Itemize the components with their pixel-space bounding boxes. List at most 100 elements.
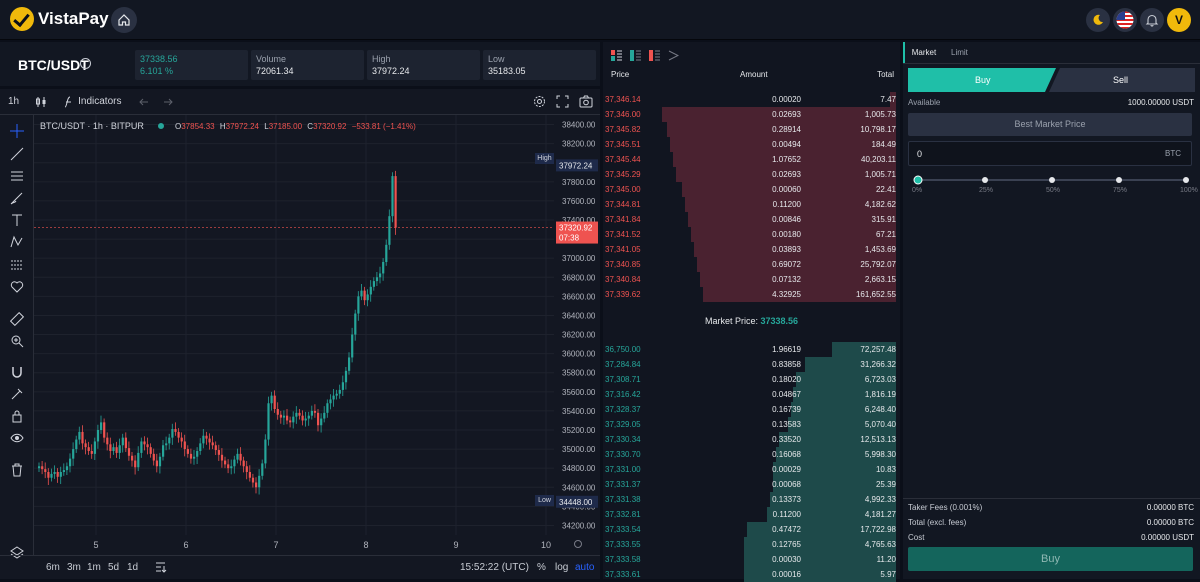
range-5d[interactable]: 5d	[108, 562, 120, 573]
trend-line-icon[interactable]	[10, 147, 24, 161]
bid-row[interactable]: 37,331.37 0.00068 25.39	[603, 477, 900, 492]
buy-tab[interactable]: Buy	[975, 75, 991, 85]
redo-icon[interactable]	[161, 96, 174, 108]
pattern-icon[interactable]	[10, 235, 24, 249]
ask-row[interactable]: 37,341.84 0.00846 315.91	[603, 212, 900, 227]
slider-stop[interactable]	[913, 175, 923, 185]
bid-row[interactable]: 37,316.42 0.04867 1,816.19	[603, 387, 900, 402]
bid-row[interactable]: 37,333.58 0.00030 11.20	[603, 552, 900, 567]
ask-row[interactable]: 37,344.81 0.11200 4,182.62	[603, 197, 900, 212]
ask-row[interactable]: 37,345.44 1.07652 40,203.11	[603, 152, 900, 167]
row-price: 37,341.52	[605, 230, 641, 239]
language-button[interactable]	[1113, 8, 1137, 32]
ask-row[interactable]: 37,345.29 0.02693 1,005.71	[603, 167, 900, 182]
bid-row[interactable]: 37,331.38 0.13373 4,992.33	[603, 492, 900, 507]
amount-slider[interactable]	[908, 174, 1195, 196]
candle-type-icon[interactable]	[35, 96, 47, 108]
ask-row[interactable]: 37,345.00 0.00060 22.41	[603, 182, 900, 197]
chevron-down-icon[interactable]	[80, 58, 91, 69]
fullscreen-icon[interactable]	[556, 95, 569, 108]
fib-icon[interactable]	[10, 258, 24, 272]
undo-icon[interactable]	[139, 96, 151, 108]
trash-icon[interactable]	[10, 463, 24, 477]
lock-drawings-icon[interactable]	[10, 387, 24, 401]
book-bids-icon[interactable]	[630, 50, 641, 61]
percent-scale-toggle[interactable]: %	[537, 562, 546, 573]
utc-clock[interactable]: 15:52:22 (UTC)	[460, 562, 529, 573]
bid-row[interactable]: 37,330.34 0.33520 12,513.13	[603, 432, 900, 447]
theme-toggle-button[interactable]	[1086, 8, 1110, 32]
zoom-in-icon[interactable]	[10, 334, 24, 348]
range-3m[interactable]: 3m	[67, 562, 81, 573]
book-trades-icon[interactable]	[668, 50, 679, 61]
ask-row[interactable]: 37,341.52 0.00180 67.21	[603, 227, 900, 242]
ask-row[interactable]: 37,341.05 0.03893 1,453.69	[603, 242, 900, 257]
candle-body	[298, 412, 301, 416]
ask-row[interactable]: 37,340.85 0.69072 25,792.07	[603, 257, 900, 272]
slider-stop[interactable]	[982, 177, 988, 183]
avatar[interactable]: V	[1167, 8, 1191, 32]
ask-row[interactable]: 37,346.14 0.00020 7.47	[603, 92, 900, 107]
interval-button[interactable]: 1h	[8, 96, 20, 107]
bid-row[interactable]: 37,308.71 0.18020 6,723.03	[603, 372, 900, 387]
bid-row[interactable]: 37,333.55 0.12765 4,765.63	[603, 537, 900, 552]
slider-stop[interactable]	[1049, 177, 1055, 183]
depth-bar	[770, 492, 896, 507]
magnet-icon[interactable]	[10, 365, 24, 379]
bid-row[interactable]: 37,333.61 0.00016 5.97	[603, 567, 900, 582]
ask-row[interactable]: 37,339.62 4.32925 161,652.55	[603, 287, 900, 302]
time-scale[interactable]: 5 6 7 8 9 10	[34, 535, 600, 555]
candlestick-chart[interactable]: BTC/USDT · 1h · BITPUR O37854.33 H37972.…	[34, 115, 554, 535]
range-1d[interactable]: 1d	[127, 562, 139, 573]
bid-row[interactable]: 37,330.70 0.16068 5,998.30	[603, 447, 900, 462]
logo[interactable]: VistaPay	[10, 7, 109, 31]
ask-row[interactable]: 37,346.00 0.02693 1,005.73	[603, 107, 900, 122]
text-icon[interactable]	[10, 213, 24, 227]
lock-icon[interactable]	[10, 409, 24, 423]
bid-row[interactable]: 37,332.81 0.11200 4,181.27	[603, 507, 900, 522]
candle-body	[124, 437, 127, 449]
bid-row[interactable]: 37,329.05 0.13583 5,070.40	[603, 417, 900, 432]
camera-icon[interactable]	[579, 95, 593, 108]
eye-icon[interactable]	[10, 431, 24, 445]
home-button[interactable]	[111, 7, 137, 33]
candle-body	[131, 455, 134, 461]
notifications-button[interactable]	[1140, 8, 1164, 32]
price-scale[interactable]: 38400.0038200.0038000.0037800.0037600.00…	[554, 115, 600, 535]
ask-row[interactable]: 37,345.51 0.00494 184.49	[603, 137, 900, 152]
submit-buy-button[interactable]: Buy	[908, 547, 1193, 571]
slider-stop[interactable]	[1116, 177, 1122, 183]
ask-row[interactable]: 37,345.82 0.28914 10,798.17	[603, 122, 900, 137]
book-asks-icon[interactable]	[649, 50, 660, 61]
slider-stop[interactable]	[1183, 177, 1189, 183]
buy-side-shape[interactable]	[908, 68, 1056, 92]
brush-icon[interactable]	[10, 191, 24, 205]
bid-row[interactable]: 37,284.84 0.83858 31,266.32	[603, 357, 900, 372]
bid-row[interactable]: 37,331.00 0.00029 10.83	[603, 462, 900, 477]
scale-settings-icon[interactable]	[574, 540, 582, 548]
goto-date-icon[interactable]	[155, 561, 167, 573]
sell-side-shape[interactable]	[1049, 68, 1195, 92]
range-6m[interactable]: 6m	[46, 562, 60, 573]
tab-limit[interactable]: Limit	[951, 48, 968, 57]
ruler-icon[interactable]	[10, 312, 24, 326]
pair-selector[interactable]: BTC/USDT	[18, 57, 89, 73]
sell-tab[interactable]: Sell	[1113, 75, 1129, 85]
log-scale-toggle[interactable]: log	[555, 562, 569, 573]
range-1m[interactable]: 1m	[87, 562, 101, 573]
settings-icon[interactable]	[533, 95, 546, 108]
indicators-button[interactable]: Indicators	[78, 96, 122, 107]
horizontal-lines-icon[interactable]	[10, 169, 24, 183]
tab-market[interactable]: Market	[903, 42, 943, 63]
heart-icon[interactable]	[10, 280, 24, 294]
auto-scale-toggle[interactable]: auto	[575, 562, 595, 573]
ask-row[interactable]: 37,340.84 0.07132 2,663.15	[603, 272, 900, 287]
row-price: 37,341.05	[605, 245, 641, 254]
bid-row[interactable]: 37,333.54 0.47472 17,722.98	[603, 522, 900, 537]
amount-input[interactable]: 0 BTC	[908, 141, 1192, 166]
crosshair-icon[interactable]	[10, 124, 24, 138]
book-both-icon[interactable]	[611, 50, 622, 61]
low-price-badge	[556, 495, 598, 508]
bid-row[interactable]: 36,750.00 1.96619 72,257.48	[603, 342, 900, 357]
bid-row[interactable]: 37,328.37 0.16739 6,248.40	[603, 402, 900, 417]
